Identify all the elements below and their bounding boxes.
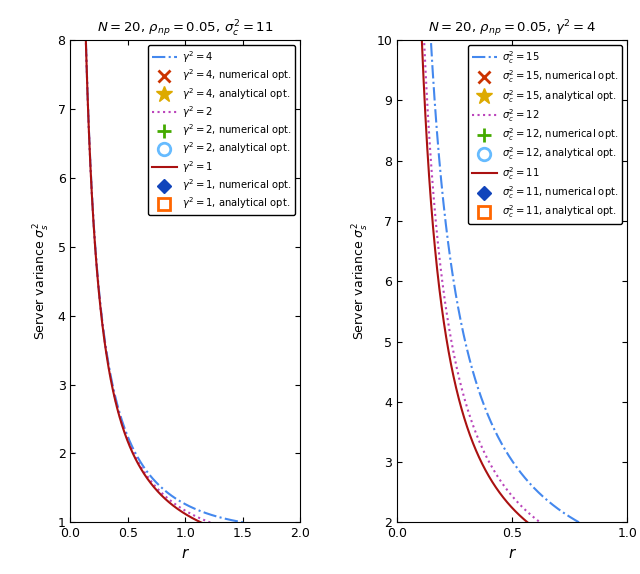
Legend: $\sigma_c^2 = 15$, $\sigma_c^2 = 15$, numerical opt., $\sigma_c^2 = 15$, analyti: $\sigma_c^2 = 15$, $\sigma_c^2 = 15$, nu… bbox=[468, 45, 622, 224]
Title: $N = 20,\, \rho_{np} = 0.05,\, \sigma_c^2 = 11$: $N = 20,\, \rho_{np} = 0.05,\, \sigma_c^… bbox=[97, 18, 274, 38]
Y-axis label: Server variance $\sigma_s^2$: Server variance $\sigma_s^2$ bbox=[351, 222, 371, 340]
Y-axis label: Server variance $\sigma_s^2$: Server variance $\sigma_s^2$ bbox=[32, 222, 52, 340]
Legend: $\gamma^2 = 4$, $\gamma^2 = 4$, numerical opt., $\gamma^2 = 4$, analytical opt.,: $\gamma^2 = 4$, $\gamma^2 = 4$, numerica… bbox=[148, 45, 296, 215]
X-axis label: $r$: $r$ bbox=[181, 546, 190, 561]
Title: $N = 20,\, \rho_{np} = 0.05,\, \gamma^2 = 4$: $N = 20,\, \rho_{np} = 0.05,\, \gamma^2 … bbox=[428, 18, 596, 38]
X-axis label: $r$: $r$ bbox=[508, 546, 516, 561]
